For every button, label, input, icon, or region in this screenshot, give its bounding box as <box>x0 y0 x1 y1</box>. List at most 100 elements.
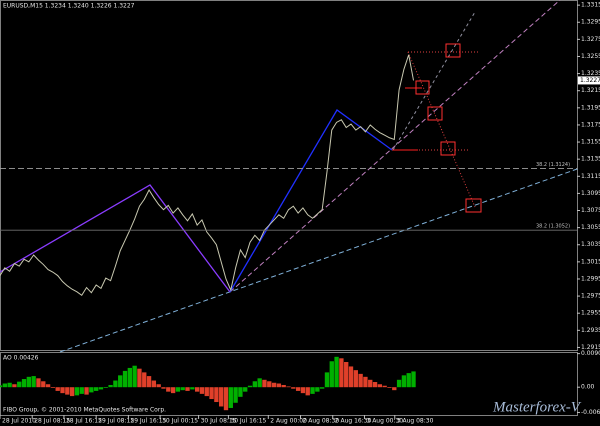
ao-bar <box>175 387 181 392</box>
ao-bar <box>79 387 84 394</box>
ao-bar <box>151 380 157 388</box>
ao-bar <box>89 387 94 393</box>
wave-line <box>0 184 231 293</box>
x-tick-label: 28 Jul 16:15 <box>66 418 102 425</box>
y-tick-label: 1.3055 <box>581 224 600 231</box>
ao-bar <box>137 368 142 388</box>
ao-frame <box>0 352 578 416</box>
ao-bar <box>319 387 325 389</box>
ao-bar <box>36 378 41 388</box>
ao-bar <box>353 370 358 388</box>
y-tick-label: 1.3075 <box>581 207 600 214</box>
x-tick-label: 2 Aug 00:00 <box>270 418 307 425</box>
ao-bar <box>26 376 32 388</box>
ao-bar <box>41 381 46 388</box>
ao-bar <box>142 372 147 388</box>
ao-bar <box>194 387 200 392</box>
ao-bar <box>315 387 320 392</box>
ao-bar <box>243 387 248 392</box>
ao-bar <box>156 384 161 388</box>
ao-bar <box>368 379 373 388</box>
ao-bar <box>199 387 205 394</box>
x-tick-label: 28 Jul 2010 <box>2 418 36 425</box>
ao-bar <box>228 387 233 408</box>
ao-bar <box>377 384 383 388</box>
ao-bar <box>257 378 262 388</box>
ao-bar <box>310 387 315 394</box>
fib-label: 38.2 (1.3124) <box>536 162 570 168</box>
ao-bar <box>170 387 176 394</box>
x-tick-label: 2 Aug 16:30 <box>335 418 372 425</box>
y-tick-label: 1.2955 <box>581 310 600 317</box>
symbol-header: EURUSD,M15 1.3234 1.3240 1.3226 1.3227 <box>3 3 135 10</box>
y-tick-label: 1.3275 <box>581 36 600 43</box>
x-tick-label: 30 Jul 08:15 <box>201 418 237 425</box>
y-tick-label: 0.00906 <box>581 350 600 357</box>
ao-bar <box>132 365 137 388</box>
ao-bar <box>7 382 12 388</box>
ao-bar <box>411 371 416 388</box>
ao-bar <box>98 387 104 390</box>
ao-bar <box>305 387 310 396</box>
ao-bar <box>214 387 219 403</box>
ao-bar <box>219 387 224 407</box>
ao-bar <box>392 387 397 391</box>
ao-bar <box>271 382 277 388</box>
ao-bar <box>31 376 36 388</box>
x-tick-label: 30 Jul 16:15 <box>230 418 266 425</box>
ao-bar <box>300 387 306 394</box>
ao-bar <box>262 379 267 388</box>
ao-bar <box>166 387 171 392</box>
y-tick-label: 1.3035 <box>581 241 600 248</box>
ao-bar <box>339 358 344 388</box>
ao-title: AO 0.00426 <box>3 355 39 362</box>
x-tick-label: 3 Aug 08:30 <box>397 418 434 425</box>
x-tick-label: 28 Jul 08:15 <box>34 418 70 425</box>
ao-bar <box>190 387 195 390</box>
ao-bar <box>55 387 60 391</box>
brand: Masterforex-V <box>492 399 582 415</box>
trend-line <box>59 167 581 353</box>
ao-bar <box>291 387 296 389</box>
y-tick-label: 1.3115 <box>581 173 600 180</box>
ao-bar <box>372 382 378 388</box>
ao-bar <box>247 385 253 388</box>
target-box <box>440 141 456 156</box>
target-box <box>465 198 482 213</box>
ao-bar <box>233 387 238 403</box>
target-line <box>407 51 476 208</box>
ao-bar <box>12 384 17 388</box>
y-tick-label: 1.2935 <box>581 327 600 334</box>
ao-bar <box>103 387 108 388</box>
x-tick-label: 3 Aug 00:30 <box>366 418 403 425</box>
wave-line <box>229 109 393 293</box>
ao-bar <box>17 381 22 388</box>
fib-label: 38.2 (1.3052) <box>536 224 570 230</box>
ao-bar <box>2 383 7 388</box>
y-tick-label: 0.00 <box>581 384 595 391</box>
ao-bar <box>45 384 51 388</box>
ao-bar <box>286 386 291 388</box>
current-price: 1.3227 <box>580 77 600 84</box>
ao-bar <box>276 383 282 388</box>
annotations <box>0 0 581 353</box>
ao-bar <box>348 366 354 388</box>
ao-bar <box>324 372 330 388</box>
ao-bar <box>60 387 65 394</box>
ao-bar <box>84 387 89 395</box>
y-tick-label: 1.3135 <box>581 156 600 163</box>
ao-bar <box>180 387 185 391</box>
target-box <box>415 80 430 95</box>
ao-bar <box>118 375 123 388</box>
ao-bar <box>358 373 363 388</box>
y-tick-label: 1.3255 <box>581 53 600 60</box>
ao-bar <box>281 384 286 388</box>
ao-bar <box>113 380 118 388</box>
y-tick-label: 1.2915 <box>581 344 600 351</box>
ao-bar <box>223 387 229 411</box>
ao-bar <box>363 376 368 388</box>
ao-bar <box>387 387 392 388</box>
y-tick-label: -0.00681 <box>581 409 600 416</box>
